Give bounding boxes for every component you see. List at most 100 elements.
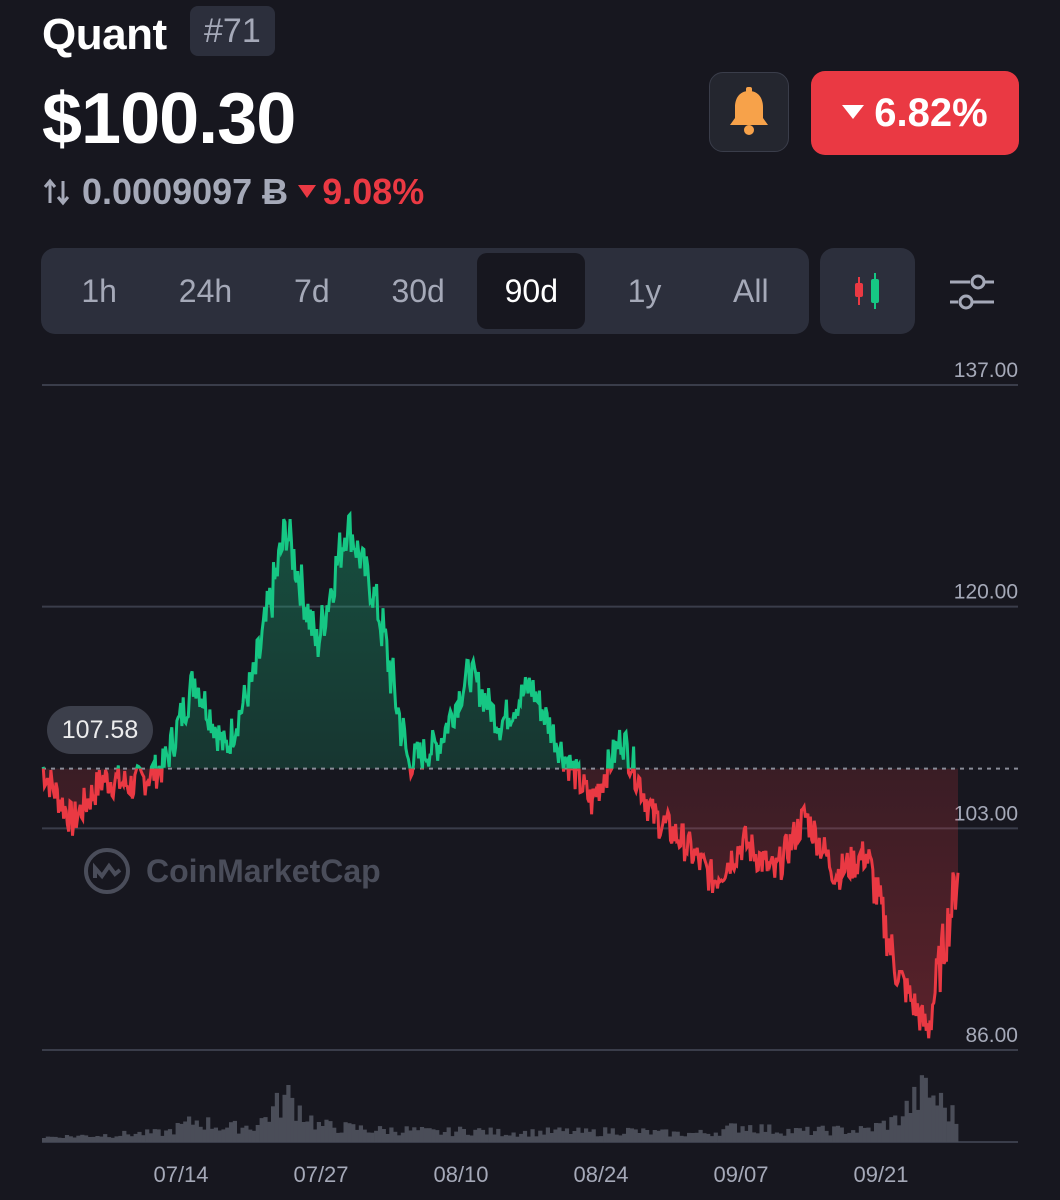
volume-bar	[99, 1136, 104, 1142]
volume-bar	[893, 1115, 898, 1142]
volume-bar	[694, 1132, 699, 1142]
volume-bar	[786, 1128, 791, 1142]
y-tick-label: 103.00	[954, 802, 1018, 825]
volume-bar	[805, 1126, 810, 1142]
triangle-down-icon	[842, 105, 865, 119]
y-tick-label: 86.00	[965, 1024, 1018, 1047]
volume-bar	[717, 1135, 722, 1142]
volume-bar	[954, 1123, 959, 1142]
volume-bar	[171, 1134, 176, 1142]
coinmarketcap-watermark: CoinMarketCap	[82, 846, 381, 896]
baseline-price-label: 107.58	[47, 706, 153, 754]
volume-bar	[339, 1132, 344, 1142]
volume-bar	[160, 1135, 165, 1142]
volume-bar	[286, 1085, 291, 1142]
volume-bar	[400, 1132, 405, 1142]
volume-bar	[900, 1116, 905, 1142]
volume-bar	[538, 1130, 543, 1142]
volume-bar	[744, 1130, 749, 1142]
volume-bar	[446, 1127, 451, 1142]
volume-bar	[916, 1109, 921, 1142]
volume-bar	[595, 1136, 600, 1142]
volume-bar	[935, 1105, 940, 1142]
volume-bar	[355, 1129, 360, 1142]
volume-bar	[496, 1128, 501, 1142]
tab-90d[interactable]: 90d	[477, 253, 586, 329]
candlestick-toggle-button[interactable]	[820, 248, 915, 334]
price-change-badge[interactable]: 6.82%	[811, 71, 1019, 155]
volume-bar	[656, 1130, 661, 1142]
price-alert-button[interactable]	[709, 72, 789, 152]
tab-1h[interactable]: 1h	[81, 273, 117, 309]
price-chart[interactable]: 137.00 120.00 103.00 86.00 07/14 07/27 08/10 0…	[0, 340, 1060, 1200]
volume-bar	[648, 1134, 654, 1142]
volume-bar	[332, 1127, 337, 1142]
volume-bar	[301, 1122, 306, 1142]
volume-bar	[564, 1128, 570, 1142]
volume-bar	[209, 1128, 215, 1142]
tab-7d[interactable]: 7d	[294, 273, 330, 309]
y-tick-label: 137.00	[954, 359, 1018, 382]
tab-all[interactable]: All	[733, 273, 769, 309]
volume-bar	[740, 1126, 745, 1142]
volume-bar	[167, 1129, 173, 1142]
volume-bar	[919, 1075, 924, 1142]
volume-bar	[251, 1130, 257, 1142]
volume-bar	[61, 1138, 66, 1142]
volume-bar	[419, 1127, 425, 1142]
volume-bar	[316, 1122, 321, 1142]
volume-bar	[690, 1133, 695, 1142]
volume-bar	[351, 1124, 356, 1142]
volume-bar	[263, 1117, 268, 1142]
volume-bar	[271, 1106, 276, 1142]
volume-bar	[557, 1127, 562, 1142]
volume-bar	[526, 1136, 531, 1142]
volume-bar	[320, 1126, 325, 1142]
volume-bar	[679, 1135, 684, 1142]
volume-bar	[76, 1135, 81, 1142]
volume-bar	[908, 1113, 913, 1142]
rank-badge: #71	[190, 6, 275, 56]
volume-bar	[416, 1130, 421, 1142]
volume-bar	[545, 1127, 550, 1142]
volume-bar	[797, 1128, 802, 1142]
volume-bar	[64, 1135, 70, 1142]
volume-bar	[511, 1132, 516, 1142]
volume-bar	[53, 1136, 58, 1142]
price: $100.30	[42, 79, 296, 159]
bell-icon	[730, 87, 768, 135]
tab-1y[interactable]: 1y	[627, 273, 662, 309]
volume-bar	[45, 1136, 50, 1142]
volume-bar	[759, 1124, 764, 1142]
price-line-up	[41, 510, 636, 769]
sliders-icon	[950, 274, 994, 310]
volume-bar	[362, 1129, 367, 1142]
chart-settings-button[interactable]	[942, 262, 1002, 322]
x-tick-label: 08/10	[433, 1162, 488, 1187]
volume-bar	[423, 1128, 428, 1142]
volume-bar	[202, 1129, 207, 1142]
volume-bar	[190, 1124, 195, 1142]
volume-bar	[820, 1125, 825, 1142]
volume-bar	[213, 1127, 218, 1142]
volume-bar	[664, 1129, 669, 1142]
volume-bar	[366, 1132, 371, 1142]
volume-bar	[484, 1134, 489, 1142]
volume-bar	[942, 1107, 947, 1142]
volume-bar	[255, 1125, 260, 1142]
volume-bar	[771, 1133, 776, 1142]
volume-bar	[748, 1125, 753, 1142]
tab-30d[interactable]: 30d	[391, 273, 445, 309]
volume-bar	[767, 1124, 772, 1142]
volume-bar	[702, 1133, 707, 1142]
volume-bar	[248, 1129, 253, 1142]
volume-bar	[343, 1122, 348, 1142]
volume-bar	[736, 1132, 741, 1142]
volume-bar	[633, 1129, 638, 1142]
volume-bar	[824, 1130, 829, 1142]
volume-bar	[515, 1136, 520, 1142]
volume-bar	[832, 1126, 837, 1142]
tab-24h[interactable]: 24h	[178, 273, 233, 309]
volume-bar	[156, 1129, 161, 1142]
volume-bar	[358, 1125, 363, 1142]
